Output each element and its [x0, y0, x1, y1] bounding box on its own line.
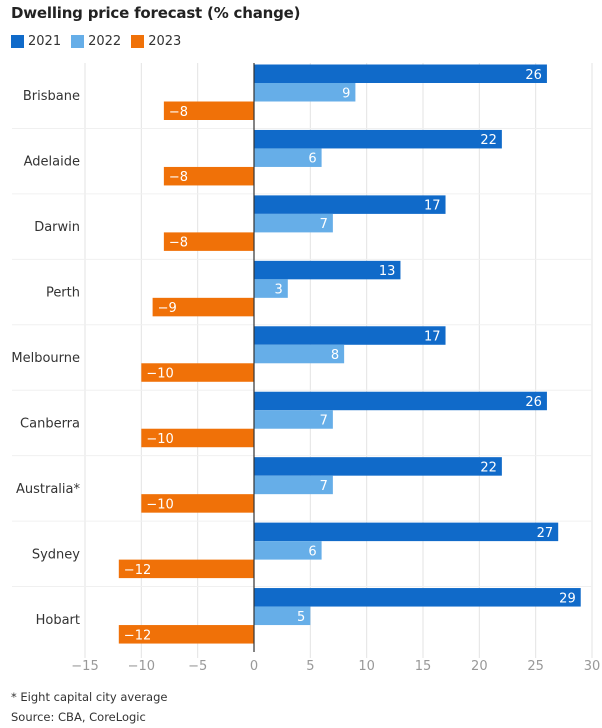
- x-tick-label: −5: [188, 659, 207, 674]
- bar-2022: [254, 83, 356, 102]
- bar-2021: [254, 522, 559, 542]
- data-label: −10: [146, 367, 173, 382]
- bar-2021: [254, 588, 581, 607]
- data-label: 7: [320, 217, 328, 232]
- data-label: 6: [308, 544, 316, 559]
- data-label: 9: [342, 86, 350, 101]
- data-label: 26: [525, 68, 542, 83]
- bar-2022: [254, 213, 333, 233]
- category-label: Sydney: [32, 547, 80, 562]
- bar-2021: [254, 64, 547, 83]
- bar-2021: [254, 195, 446, 214]
- legend-swatch-2023: [131, 35, 145, 48]
- data-label: 17: [424, 330, 441, 345]
- data-label: 26: [525, 395, 542, 410]
- x-tick-label: 10: [358, 659, 375, 674]
- data-label: 13: [379, 264, 396, 279]
- bar-2023: [118, 625, 254, 644]
- category-label: Canberra: [20, 416, 80, 431]
- bar-2023: [118, 559, 254, 579]
- data-label: 8: [331, 348, 339, 363]
- data-label: 22: [480, 460, 497, 475]
- data-label: −12: [124, 628, 151, 643]
- bar-2021: [254, 326, 446, 345]
- legend-label-2023: 2023: [148, 34, 182, 49]
- legend-item-2021: 2021: [11, 34, 61, 49]
- data-label: 6: [308, 152, 316, 167]
- bar-2022: [254, 475, 333, 495]
- category-label: Perth: [46, 286, 80, 301]
- bar-chart: Brisbane 26 9 −8 Adelaide 22 6 −8 Darwin 17 7 −8 Per…: [11, 63, 601, 674]
- bar-2021: [254, 129, 502, 149]
- footnote-source: Source: CBA, CoreLogic: [11, 710, 146, 724]
- bar-2022: [254, 344, 345, 364]
- x-tick-label: 5: [306, 659, 314, 674]
- x-tick-label: 0: [250, 659, 258, 674]
- x-tick-label: 30: [584, 659, 601, 674]
- data-label: 3: [275, 283, 283, 298]
- bar-2021: [254, 391, 547, 411]
- legend-swatch-2021: [11, 35, 24, 48]
- x-tick-label: 15: [415, 659, 432, 674]
- bar-2022: [254, 410, 333, 429]
- data-label: −8: [169, 236, 188, 251]
- x-tick-label: −15: [71, 659, 98, 674]
- legend-item-2022: 2022: [71, 34, 121, 49]
- legend-item-2023: 2023: [131, 34, 181, 49]
- bar-2023: [163, 101, 254, 120]
- legend-swatch-2022: [71, 35, 85, 48]
- bar-2022: [254, 279, 288, 298]
- legend-label-2022: 2022: [88, 34, 122, 49]
- data-label: −10: [146, 432, 173, 447]
- chart-title: Dwelling price forecast (% change): [11, 4, 301, 22]
- data-label: −8: [169, 170, 188, 185]
- category-label: Australia*: [16, 482, 81, 497]
- bar-2023: [163, 232, 254, 251]
- bar-2021: [254, 260, 401, 280]
- bar-2023: [152, 297, 254, 317]
- footnote-note: * Eight capital city average: [11, 690, 168, 704]
- data-label: −10: [146, 497, 173, 512]
- legend-label-2021: 2021: [28, 34, 62, 49]
- data-label: 5: [297, 610, 305, 625]
- category-label: Darwin: [34, 220, 80, 235]
- category-label: Hobart: [36, 613, 80, 628]
- bar-2021: [254, 457, 502, 476]
- bar-2023: [141, 363, 254, 382]
- data-label: 22: [480, 133, 497, 148]
- data-label: 7: [320, 413, 328, 428]
- bar-2022: [254, 606, 311, 626]
- category-label: Melbourne: [11, 351, 80, 366]
- bar-2023: [141, 494, 254, 513]
- bar-2022: [254, 148, 322, 167]
- data-label: −8: [169, 105, 188, 120]
- data-label: 29: [559, 591, 576, 606]
- data-label: 17: [424, 199, 441, 214]
- bar-2023: [141, 428, 254, 448]
- legend: 2021 2022 2023: [11, 34, 191, 49]
- x-tick-label: 20: [471, 659, 488, 674]
- category-label: Brisbane: [23, 89, 80, 104]
- x-tick-label: 25: [527, 659, 544, 674]
- category-label: Adelaide: [24, 155, 80, 170]
- data-label: −9: [158, 301, 177, 316]
- bar-2023: [163, 166, 254, 186]
- data-label: −12: [124, 563, 151, 578]
- data-label: 7: [320, 479, 328, 494]
- bar-2022: [254, 541, 322, 560]
- data-label: 27: [537, 526, 554, 541]
- x-tick-label: −10: [128, 659, 155, 674]
